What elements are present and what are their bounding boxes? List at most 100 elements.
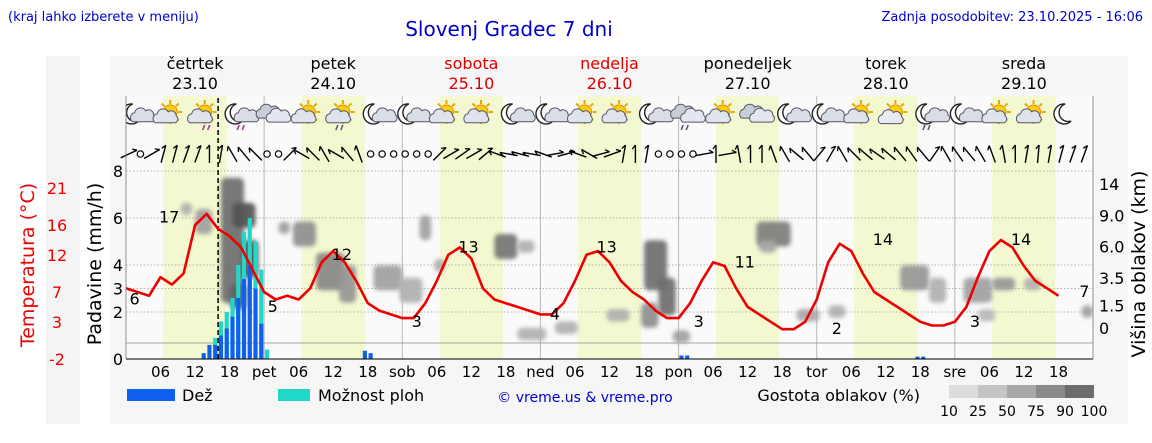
sun-ray xyxy=(851,102,856,108)
header-note: (kraj lahko izberete v meniju) xyxy=(8,10,199,25)
wind-shaft xyxy=(779,145,791,163)
legend-showers-swatch xyxy=(278,389,310,401)
wind-shaft xyxy=(1058,145,1065,163)
cloud-blob xyxy=(494,234,518,259)
x-tick-label: 12 xyxy=(876,363,895,381)
wind-shaft xyxy=(341,146,354,162)
wind-calm xyxy=(378,150,386,158)
wind-shaft xyxy=(591,150,610,158)
wind-arrow xyxy=(171,144,178,163)
cloud-blob xyxy=(292,221,316,247)
wind-shaft xyxy=(120,149,138,159)
day-date: 23.10 xyxy=(172,74,218,93)
wind-barb xyxy=(847,147,850,153)
wind-shaft xyxy=(432,147,447,161)
x-tick-label: 06 xyxy=(704,363,723,381)
cloud-shape xyxy=(843,108,869,124)
wind-barb xyxy=(487,147,493,150)
wind-arrow xyxy=(825,145,837,163)
weather-icon-moon-rain xyxy=(224,103,260,131)
wind-barb xyxy=(869,148,872,154)
wind-barb xyxy=(218,144,223,150)
wind-shaft xyxy=(248,147,263,161)
wind-barb xyxy=(801,147,804,153)
legend-cloud-level: 75 xyxy=(1027,404,1045,420)
wind-arrow xyxy=(1080,144,1089,163)
precip-tick: 3 xyxy=(113,280,123,299)
cloud-height-tick: 0 xyxy=(1099,319,1109,338)
wind-barb xyxy=(568,150,573,156)
wind-shaft xyxy=(319,145,330,163)
cloud-blob xyxy=(232,202,256,228)
shower-bar xyxy=(264,349,270,359)
wind-barb xyxy=(881,148,884,154)
moon-shape xyxy=(1053,103,1072,125)
cloud-shape xyxy=(187,108,213,124)
x-tick-label: 18 xyxy=(773,363,792,381)
cloud-height-tick: 3.5 xyxy=(1099,269,1124,288)
cloud-blob xyxy=(658,277,676,316)
wind-arrow xyxy=(293,148,310,160)
x-tick-label: 18 xyxy=(358,363,377,381)
wind-arrow xyxy=(1035,144,1040,164)
cloud-blob xyxy=(399,277,423,303)
wind-arrow xyxy=(987,145,997,163)
wind-barb xyxy=(708,149,714,154)
wind-shaft xyxy=(881,147,897,161)
wind-arrow xyxy=(143,148,161,160)
wind-arrow xyxy=(353,145,363,163)
precip-axis-label: Padavine (mm/h) xyxy=(84,183,106,346)
rain-bar xyxy=(236,297,241,359)
rain-bar xyxy=(921,356,926,359)
wind-arrow xyxy=(789,147,804,161)
wind-barb xyxy=(604,149,610,153)
cloud-shape xyxy=(152,108,179,124)
rain-bar xyxy=(368,353,373,359)
cloud-blob xyxy=(554,321,578,334)
wind-barb xyxy=(558,149,564,154)
wind-shaft xyxy=(194,145,202,163)
wind-barb xyxy=(615,148,622,152)
wind-shaft xyxy=(644,145,650,163)
wind-barb xyxy=(522,151,527,157)
cloud-blob xyxy=(517,240,535,253)
daylight-band xyxy=(992,96,1056,359)
sun-ray xyxy=(209,102,214,108)
wind-shaft xyxy=(813,146,826,162)
wind-arrow xyxy=(768,145,778,163)
wind-barb xyxy=(327,149,331,155)
wind-barb xyxy=(353,145,357,151)
wind-shaft xyxy=(941,145,952,163)
moon-shape xyxy=(638,103,658,125)
wind-arrow xyxy=(603,148,622,158)
wind-shaft xyxy=(718,151,737,157)
wind-barb xyxy=(237,147,240,153)
wind-barb xyxy=(999,144,1003,150)
x-tick-label: 06 xyxy=(980,363,999,381)
temp-axis-label: Temperatura (°C) xyxy=(17,183,39,348)
rain-bar xyxy=(218,335,224,359)
wind-shaft xyxy=(962,146,976,162)
left-axis-panel xyxy=(46,56,80,424)
moon-shape xyxy=(126,103,140,125)
x-tick-label: tor xyxy=(806,363,828,381)
temperature-label: 13 xyxy=(596,237,616,256)
x-tick-label: 06 xyxy=(289,363,308,381)
weather-icon-moon-drizzle xyxy=(915,103,951,131)
wind-arrow xyxy=(951,146,964,162)
wind-barb xyxy=(488,150,493,156)
wind-arrow xyxy=(226,145,238,163)
wind-arrow xyxy=(1069,144,1077,163)
weather-icon-clouds-drizzle xyxy=(670,103,706,131)
cloud-blob xyxy=(644,240,668,291)
sun-ray xyxy=(1003,102,1009,108)
wind-shaft xyxy=(466,148,483,160)
legend: Dež Možnost ploh © vreme.us & vreme.pro Gos… xyxy=(127,385,1107,420)
rain-drops xyxy=(236,124,245,131)
wind-calm xyxy=(412,150,421,158)
moon-shape xyxy=(915,103,934,125)
wind-calm xyxy=(424,150,432,158)
temperature-label: 5 xyxy=(268,297,278,316)
wind-calm xyxy=(263,150,271,158)
